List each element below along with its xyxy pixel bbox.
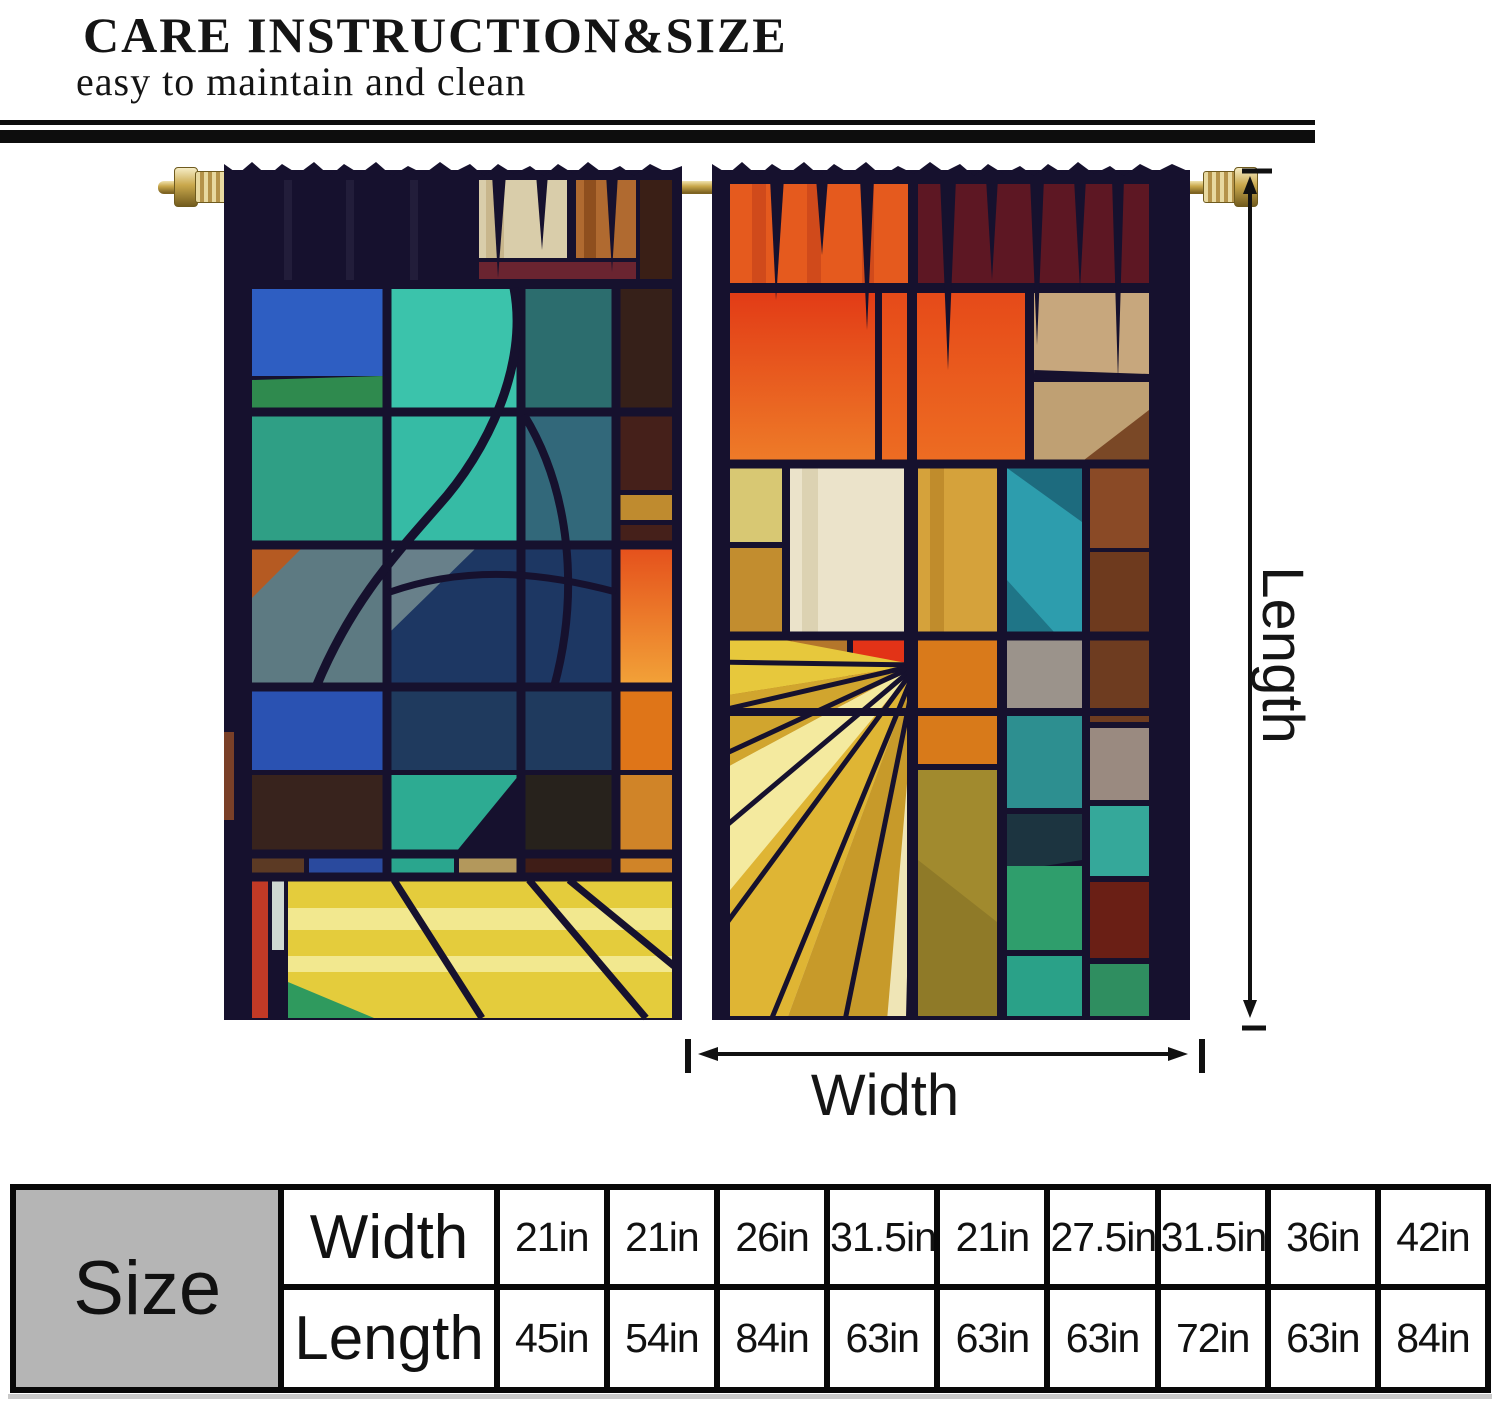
rod-finial-left — [195, 171, 229, 203]
length-value: 45in — [493, 1284, 610, 1393]
width-value: 21in — [603, 1184, 721, 1290]
rod-finial-right — [1203, 171, 1237, 203]
table-row-width: Size Width 21in 21in 26in 31.5in 21in 27… — [9, 1184, 1492, 1393]
width-row-header: Width — [278, 1184, 500, 1290]
length-value: 84in — [713, 1284, 831, 1393]
length-value: 63in — [934, 1284, 1051, 1393]
width-label: Width — [810, 1063, 960, 1128]
width-value: 21in — [934, 1184, 1051, 1290]
width-dimension-arrow — [685, 1039, 1205, 1073]
size-corner-cell: Size — [9, 1184, 285, 1393]
table-shadow — [8, 1394, 1492, 1399]
right-curtain-panel — [712, 162, 1190, 1052]
width-value: 31.5in — [824, 1184, 941, 1290]
width-value: 27.5in — [1044, 1184, 1161, 1290]
left-curtain-panel — [224, 162, 682, 1052]
length-dimension-arrow — [1242, 168, 1272, 1031]
divider-line-thin — [0, 120, 1315, 125]
length-row-header: Length — [278, 1284, 500, 1393]
length-label: Length — [1250, 566, 1315, 744]
length-value: 63in — [824, 1284, 941, 1393]
width-value: 21in — [493, 1184, 610, 1290]
width-value: 42in — [1374, 1184, 1492, 1290]
width-value: 31.5in — [1154, 1184, 1271, 1290]
right-panel-glass — [712, 162, 1190, 1052]
length-value: 63in — [1264, 1284, 1381, 1393]
length-value: 84in — [1374, 1284, 1492, 1393]
width-value: 26in — [713, 1184, 831, 1290]
table-row-length: Length 45in 54in 84in 63in 63in 63in 72i… — [13, 1284, 1492, 1393]
page-title: CARE INSTRUCTION&SIZE — [83, 7, 788, 63]
page-subtitle: easy to maintain and clean — [76, 59, 527, 104]
size-table: Size Width 21in 21in 26in 31.5in 21in 27… — [9, 1184, 1492, 1393]
length-value: 54in — [603, 1284, 721, 1393]
length-value: 72in — [1154, 1284, 1271, 1393]
length-value: 63in — [1044, 1284, 1161, 1393]
left-panel-glass — [224, 162, 682, 1052]
divider-line-thick — [0, 130, 1315, 143]
width-value: 36in — [1264, 1184, 1381, 1290]
